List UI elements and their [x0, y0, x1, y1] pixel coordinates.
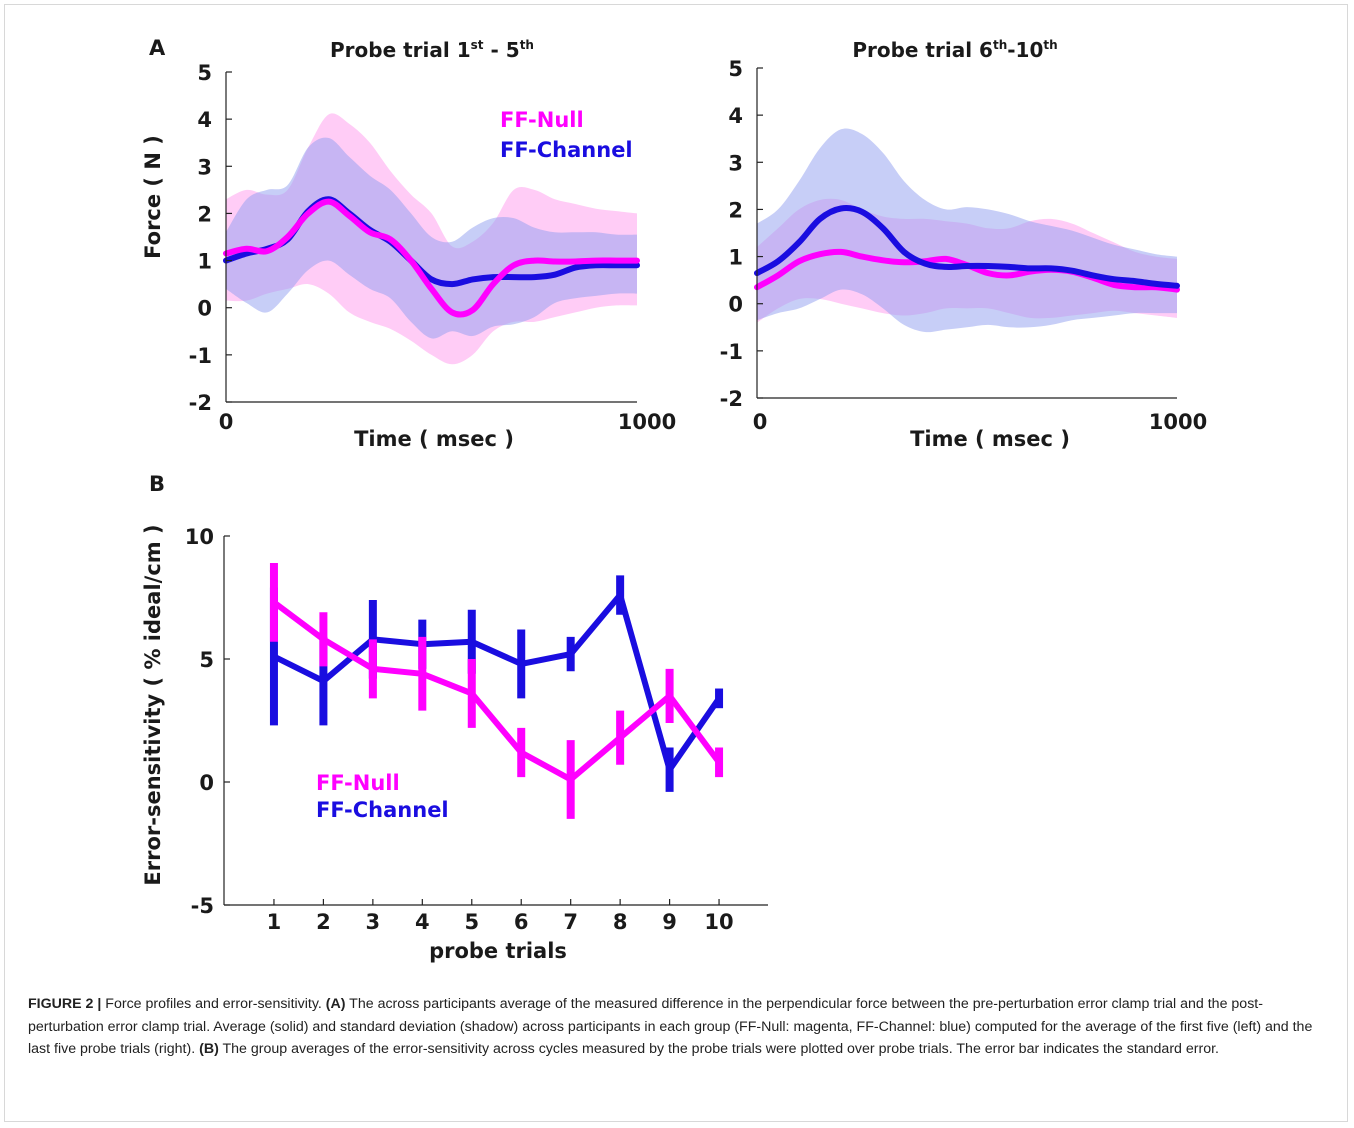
y-tick-left: -1 [189, 344, 212, 368]
x-tick-b: 1 [267, 910, 282, 934]
y-tick-right: 1 [728, 246, 743, 270]
y-tick-left: 5 [197, 61, 212, 85]
y-tick-right: -1 [720, 340, 743, 364]
y-tick-left: -2 [189, 391, 212, 415]
caption-b-label: (B) [199, 1041, 219, 1057]
y-label-left: Force ( N ) [141, 135, 165, 259]
legend-ff-null-b: FF-Null [316, 771, 400, 795]
x-label-left: Time ( msec ) [354, 427, 514, 451]
legend-ff-channel-a: FF-Channel [500, 138, 633, 162]
sd-band-ff-channel-left [226, 137, 637, 339]
y-tick-right: 0 [728, 293, 743, 317]
y-tick-b: 10 [185, 525, 214, 549]
x-tick-b: 9 [662, 910, 677, 934]
x-tick-b: 7 [563, 910, 578, 934]
x-tick-right-0: 0 [753, 410, 768, 434]
y-tick-right: 4 [728, 104, 743, 128]
plot-title-right: Probe trial 6th-10th [852, 38, 1057, 62]
y-tick-left: 4 [197, 108, 212, 132]
y-tick-right: 2 [728, 198, 743, 222]
caption-intro: Force profiles and error-sensitivity. [101, 996, 326, 1012]
y-tick-b: -5 [191, 894, 214, 918]
caption-a-label: (A) [325, 996, 346, 1012]
x-tick-right-1000: 1000 [1149, 410, 1207, 434]
y-tick-b: 5 [199, 648, 214, 672]
panel-letter-a: A [149, 36, 166, 60]
y-tick-left: 3 [197, 155, 212, 179]
panel-letter-b: B [149, 472, 165, 496]
figure-frame [4, 4, 1348, 1122]
plot-error-sensitivity: 10 5 0 -5 1 2 3 4 5 6 7 8 9 10 probe trials Error-se… [141, 524, 768, 963]
y-tick-left: 2 [197, 202, 212, 226]
y-tick-right: 5 [728, 57, 743, 81]
x-tick-left-0: 0 [219, 410, 234, 434]
sd-band-ff-channel-right [757, 128, 1177, 333]
x-tick-b: 3 [366, 910, 381, 934]
y-tick-right: 3 [728, 151, 743, 175]
plot-title-left: Probe trial 1st - 5th [330, 38, 534, 62]
caption-label: FIGURE 2 | [28, 996, 102, 1012]
y-tick-left: 0 [197, 297, 212, 321]
mean-line-ff-null-left [223, 198, 640, 318]
legend-ff-channel-b: FF-Channel [316, 798, 449, 822]
plot-probe-6-10: Probe trial 6th-10th 5 4 3 2 1 0 -1 -2 0 1000 T… [720, 38, 1208, 451]
y-label-b: Error-sensitivity ( % ideal/cm ) [141, 524, 165, 885]
x-tick-b: 4 [415, 910, 430, 934]
x-tick-b: 6 [514, 910, 529, 934]
x-tick-b: 2 [316, 910, 331, 934]
legend-ff-null-a: FF-Null [500, 108, 584, 132]
x-label-b: probe trials [429, 939, 567, 963]
x-tick-left-1000: 1000 [618, 410, 676, 434]
x-tick-b: 5 [464, 910, 479, 934]
mean-line-ff-channel-right [754, 205, 1180, 289]
series-line-ff-channel [272, 592, 722, 773]
x-label-right: Time ( msec ) [910, 427, 1070, 451]
x-tick-b: 8 [613, 910, 628, 934]
y-tick-left: 1 [197, 250, 212, 274]
figure-caption: FIGURE 2 | Force profiles and error-sens… [28, 993, 1328, 1061]
y-tick-right: -2 [720, 387, 743, 411]
x-tick-b: 10 [704, 910, 733, 934]
y-tick-b: 0 [199, 771, 214, 795]
caption-a-text: The across participants average of the m… [28, 996, 1313, 1057]
series-line-ff-null [272, 599, 722, 783]
caption-b-text: The group averages of the error-sensitiv… [218, 1041, 1219, 1057]
